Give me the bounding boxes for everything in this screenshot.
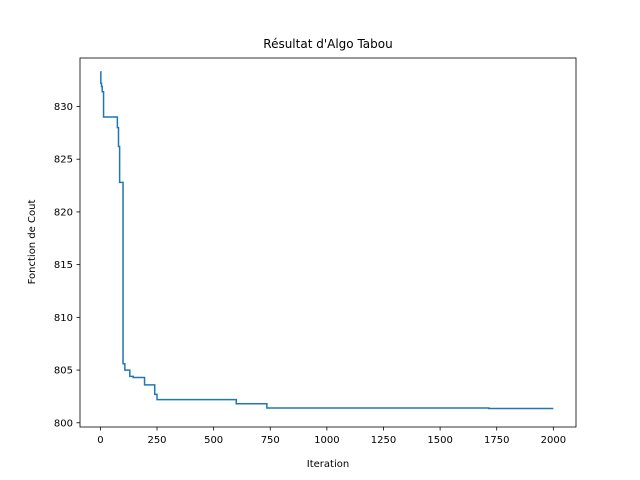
plot-area: [100, 70, 554, 410]
x-tick-label: 500: [204, 435, 223, 446]
x-tick-label: 250: [147, 435, 166, 446]
series-line: [100, 70, 554, 410]
x-tick-label: 750: [261, 435, 280, 446]
y-tick-label: 800: [54, 418, 73, 429]
x-tick-label: 1750: [484, 435, 509, 446]
y-tick-label: 830: [54, 102, 73, 113]
x-tick-label: 1000: [314, 435, 339, 446]
y-tick-label: 825: [54, 155, 73, 166]
x-tick-label: 0: [97, 435, 103, 446]
x-axis-label: Iteration: [307, 459, 349, 470]
y-tick-label: 820: [54, 207, 73, 218]
x-tick-label: 1500: [427, 435, 452, 446]
y-tick-label: 815: [54, 260, 73, 271]
y-tick-label: 805: [54, 366, 73, 377]
plot-frame: [79, 57, 577, 428]
chart-title: Résultat d'Algo Tabou: [263, 37, 392, 51]
x-tick-label: 1250: [371, 435, 396, 446]
x-axis: 0 250 500 750 1000 1250 1500 1750 2000: [97, 427, 566, 446]
y-tick-label: 810: [54, 313, 73, 324]
y-axis: 800 805 810 815 820 825 830: [54, 102, 80, 429]
y-axis-label: Fonction de Cout: [27, 200, 38, 285]
x-tick-label: 2000: [541, 435, 566, 446]
